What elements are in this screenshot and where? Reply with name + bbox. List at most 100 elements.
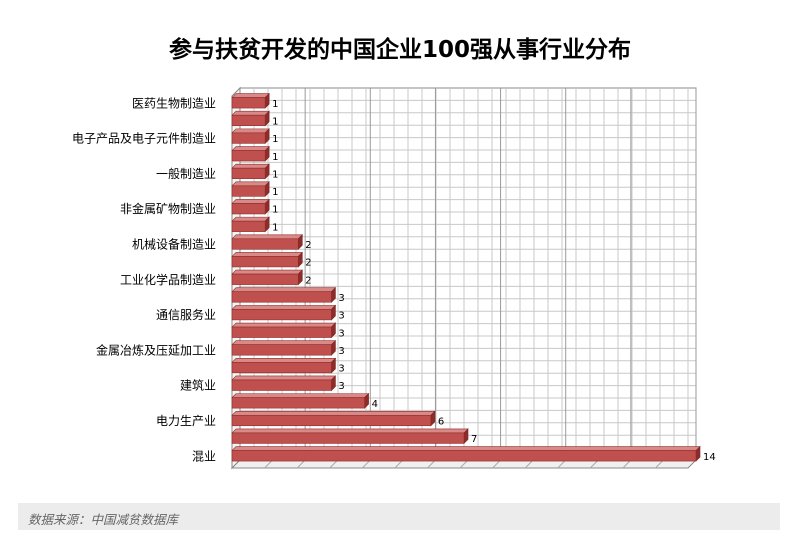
bar-top <box>231 163 270 169</box>
bar <box>231 269 304 286</box>
bar <box>231 445 701 462</box>
value-label: 1 <box>272 116 278 127</box>
bar-top <box>231 269 304 275</box>
bar-front <box>231 291 332 303</box>
bar-front <box>231 256 299 268</box>
bar-top <box>231 446 701 451</box>
bar-top <box>231 393 370 398</box>
bar-top <box>231 252 304 257</box>
source-text: 数据来源：中国减贫数据库 <box>28 512 179 527</box>
bar <box>231 410 436 427</box>
bar-top <box>231 234 304 240</box>
bar-front <box>231 414 432 427</box>
bar <box>231 163 270 180</box>
bar-front <box>231 362 332 374</box>
value-label: 1 <box>272 169 278 180</box>
value-label: 2 <box>305 240 311 251</box>
bar-front <box>231 273 299 285</box>
bar-top <box>231 216 270 222</box>
chart-bars <box>231 92 701 462</box>
bar-front <box>231 450 697 462</box>
value-label: 14 <box>703 452 716 463</box>
category-label: 医药生物制造业 <box>132 96 216 110</box>
bar-top <box>231 375 337 381</box>
category-label: 混业 <box>192 449 216 463</box>
bar-front <box>231 309 332 321</box>
bar <box>231 304 337 321</box>
value-label: 3 <box>338 293 344 304</box>
bar <box>231 322 337 339</box>
bar-front <box>231 203 266 215</box>
bar-front <box>231 344 332 356</box>
value-label: 6 <box>438 417 444 428</box>
value-label: 7 <box>471 434 477 445</box>
bar-top <box>231 340 337 345</box>
value-label: 1 <box>272 152 278 163</box>
value-label: 1 <box>272 205 278 216</box>
category-label: 机械设备制造业 <box>132 237 216 252</box>
category-label: 建筑业 <box>180 378 216 393</box>
bar-front <box>231 185 266 197</box>
bar-top <box>231 146 270 151</box>
value-label: 2 <box>305 258 311 269</box>
bar-top <box>231 358 337 363</box>
category-label: 工业化学品制造业 <box>120 272 216 287</box>
bar-top <box>231 110 270 116</box>
bar-top <box>231 199 270 204</box>
bar-front <box>231 220 266 232</box>
bar <box>231 128 270 145</box>
category-label: 电力生产业 <box>156 414 216 428</box>
bar <box>231 110 270 127</box>
category-label: 非金属矿物制造业 <box>120 201 216 216</box>
value-label: 3 <box>338 328 344 339</box>
bar-top <box>231 181 270 187</box>
bar-front <box>231 150 266 162</box>
bar-front <box>231 238 299 250</box>
bar-front <box>231 432 465 444</box>
bar-top <box>231 287 337 293</box>
bar-front <box>231 97 266 109</box>
value-label: 4 <box>372 399 378 410</box>
chart-labels: 1 医药生物制造业 1 1 电子产品及电子元件制造业 1 1 一般制造业 1 1 非金属矿物制造业 1… <box>72 96 716 463</box>
bar-top <box>231 93 270 98</box>
value-label: 2 <box>305 275 311 286</box>
bar-front <box>231 379 332 391</box>
bar <box>231 357 337 374</box>
value-label: 1 <box>272 187 278 198</box>
source-bar: 数据来源：中国减贫数据库 <box>18 503 780 530</box>
category-label: 通信服务业 <box>156 307 216 322</box>
bar-front <box>231 167 266 179</box>
bar <box>231 92 270 109</box>
category-label: 金属冶炼及压延加工业 <box>96 342 216 357</box>
category-label: 一般制造业 <box>156 166 216 181</box>
bar-top <box>231 322 337 328</box>
bar <box>231 287 337 303</box>
bar <box>231 339 337 356</box>
bar-front <box>231 397 365 409</box>
bar <box>231 216 270 233</box>
bar <box>231 181 270 198</box>
value-label: 3 <box>338 311 344 322</box>
bar <box>231 251 304 268</box>
bar-front <box>231 114 266 127</box>
bar-front <box>231 326 332 338</box>
bar-top <box>231 128 270 134</box>
value-label: 1 <box>272 99 278 110</box>
value-label: 3 <box>338 346 344 357</box>
value-label: 1 <box>272 134 278 145</box>
bar <box>231 234 304 250</box>
value-label: 3 <box>338 364 344 375</box>
bar <box>231 428 469 445</box>
bar <box>231 198 270 215</box>
bar-top <box>231 410 436 416</box>
bar-front <box>231 132 266 144</box>
value-label: 1 <box>272 222 278 233</box>
bar <box>231 392 370 409</box>
bar-top <box>231 305 337 310</box>
bar <box>231 145 270 162</box>
bar <box>231 375 337 392</box>
value-label: 3 <box>338 381 344 392</box>
category-label: 电子产品及电子元件制造业 <box>72 132 216 146</box>
chart-title: 参与扶贫开发的中国企业100强从事行业分布 <box>168 37 631 63</box>
